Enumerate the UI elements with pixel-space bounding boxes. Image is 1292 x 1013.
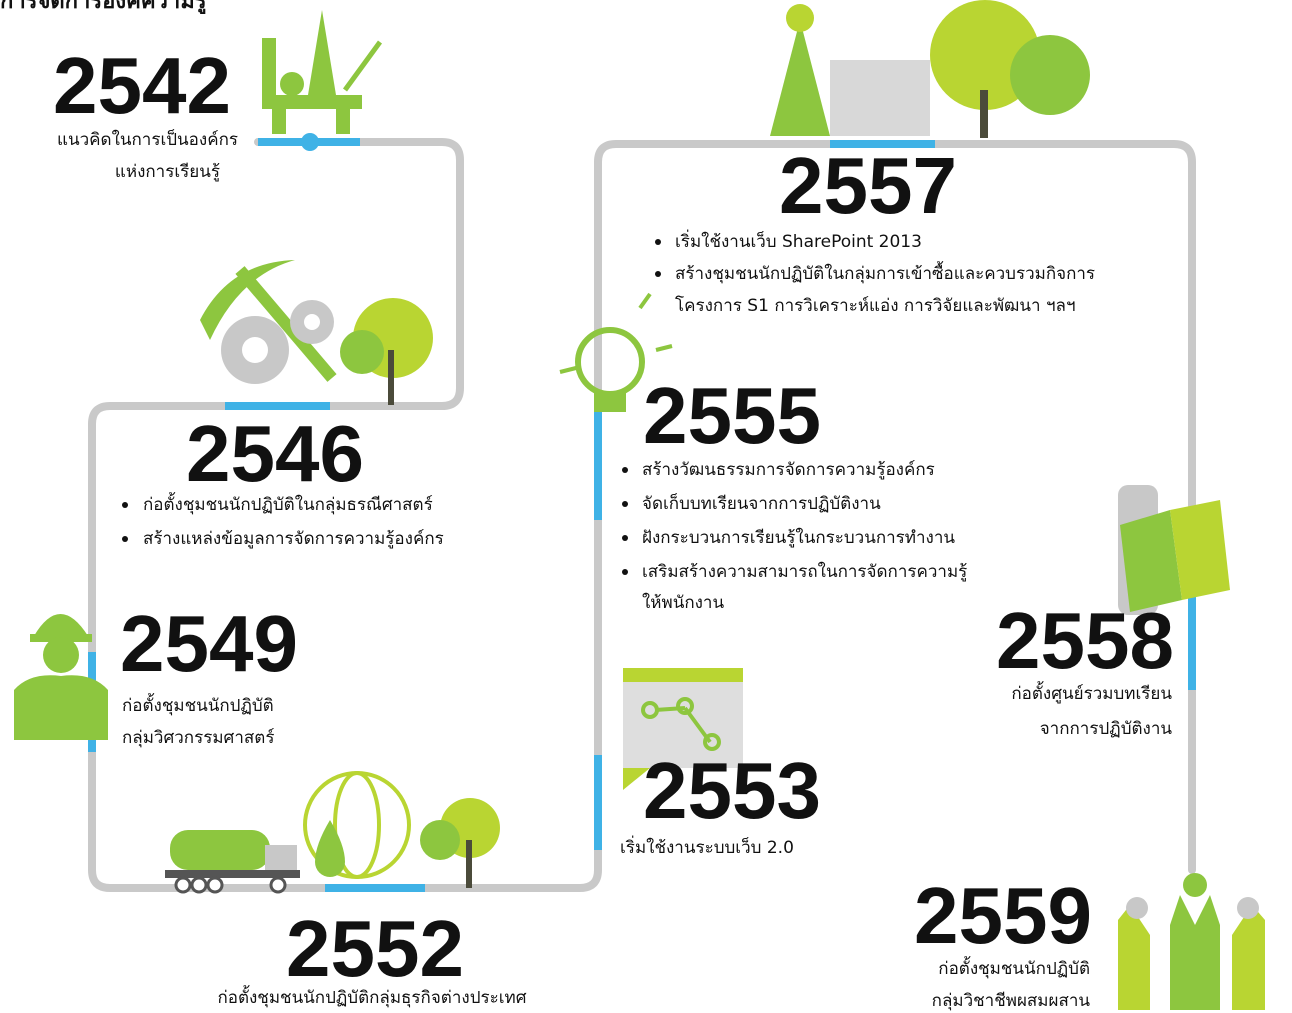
bullet-text: สร้างวัฒนธรรมการจัดการความรู้องค์กร [642, 460, 935, 480]
description: ก่อตั้งชุมชนนักปฏิบัติ [938, 956, 1090, 979]
pickaxe-gears-icon [200, 260, 433, 405]
bullet [622, 467, 628, 473]
description: กลุ่มวิชาชีพผสมผสาน [932, 991, 1091, 1011]
year: 2553 [643, 746, 821, 835]
year: 2558 [996, 596, 1174, 685]
description: ก่อตั้งศูนย์รวมบทเรียน [1011, 681, 1172, 704]
infographic: การจัดการองค์ความรู้ [0, 0, 1292, 1013]
description: แนวคิดในการเป็นองค์กร [57, 128, 238, 150]
year: 2559 [914, 871, 1092, 960]
description: จากการปฏิบัติงาน [1040, 719, 1173, 739]
bullet-text: เสริมสร้างความสามารถในการจัดการความรู้ [642, 561, 967, 582]
bullet-text: สร้างแหล่งข้อมูลการจัดการความรู้องค์กร [143, 529, 444, 549]
bullet-text: เริ่มใช้งานเว็บ SharePoint 2013 [675, 229, 922, 252]
timeline-track [92, 142, 1192, 888]
bullet [622, 501, 628, 507]
refinery-trees-icon [770, 0, 1090, 138]
bullet-text: โครงการ S1 การวิเคราะห์แอ่ง การวิจัยและพ… [675, 295, 1076, 316]
oil-rig-icon [262, 10, 380, 134]
year: 2555 [643, 371, 821, 460]
year: 2542 [53, 41, 231, 130]
description: แห่งการเรียนรู้ [115, 162, 220, 182]
bullet-text: ให้พนักงาน [642, 592, 724, 613]
description: ก่อตั้งชุมชนนักปฏิบัติ [122, 693, 274, 716]
bullet [122, 536, 128, 542]
team-icon [1118, 873, 1265, 1010]
year: 2549 [120, 599, 298, 688]
description: ก่อตั้งชุมชนนักปฏิบัติกลุ่มธุรกิจต่างประ… [217, 985, 526, 1008]
tanker-globe-icon [165, 773, 500, 892]
bullet [622, 569, 628, 575]
year: 2552 [286, 904, 464, 993]
year: 2557 [779, 141, 957, 230]
bullet [622, 535, 628, 541]
bullet [655, 271, 661, 277]
description: เริ่มใช้งานระบบเว็บ 2.0 [620, 835, 794, 858]
bullet [122, 502, 128, 508]
bullet-text: ก่อตั้งชุมชนนักปฏิบัติในกลุ่มธรณีศาสตร์ [143, 492, 433, 515]
bullet [655, 239, 661, 245]
bullet-text: ฝังกระบวนการเรียนรู้ในกระบวนการทำงาน [642, 527, 955, 548]
description: กลุ่มวิศวกรรมศาสตร์ [122, 728, 274, 748]
year: 2546 [186, 409, 364, 498]
bullet-text: สร้างชุมชนนักปฏิบัติในกลุ่มการเข้าซื้อแล… [675, 261, 1095, 284]
page-title: การจัดการองค์ความรู้ [0, 0, 207, 15]
bullet-text: จัดเก็บบทเรียนจากการปฏิบัติงาน [642, 492, 881, 514]
